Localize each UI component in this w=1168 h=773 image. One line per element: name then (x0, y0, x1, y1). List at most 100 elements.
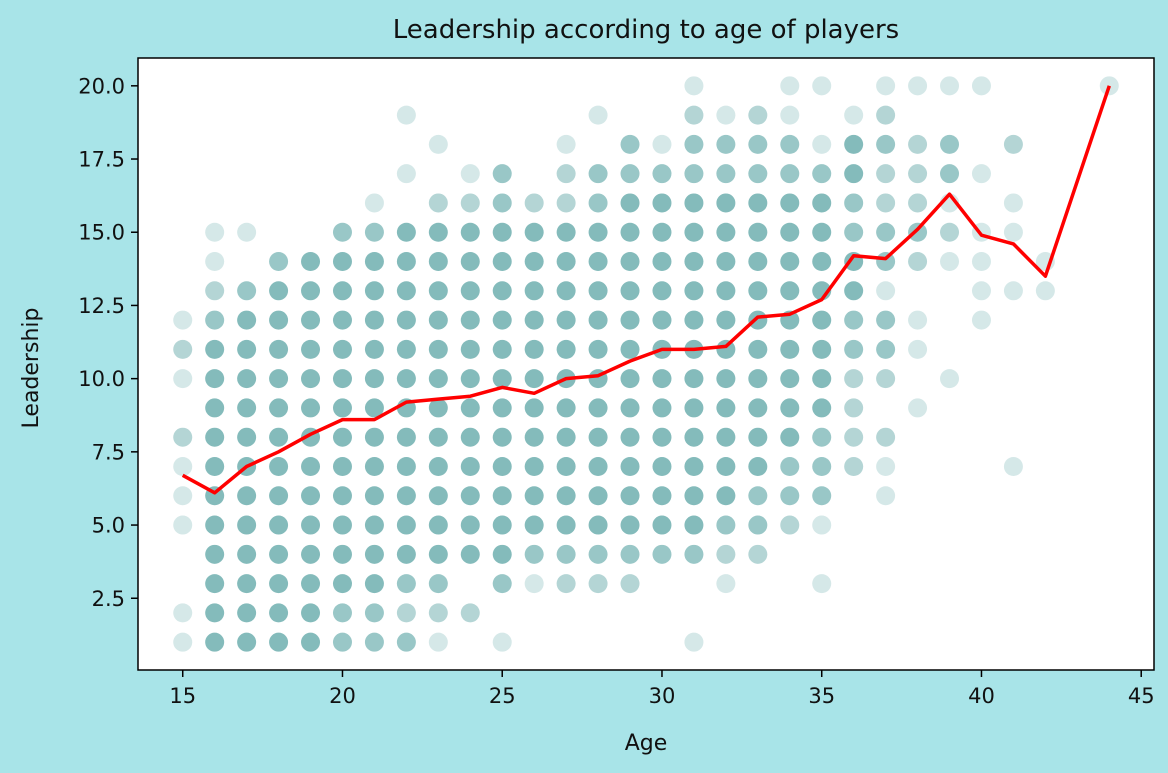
scatter-point (205, 222, 225, 242)
scatter-point (173, 339, 193, 359)
scatter-point (524, 427, 544, 447)
scatter-point (812, 486, 832, 506)
scatter-point (652, 427, 672, 447)
scatter-point (492, 164, 512, 184)
scatter-point (716, 456, 736, 476)
scatter-point (301, 456, 321, 476)
scatter-point (908, 310, 928, 330)
scatter-point (524, 222, 544, 242)
scatter-point (620, 456, 640, 476)
scatter-point (748, 486, 768, 506)
scatter-point (205, 310, 225, 330)
scatter-point (428, 310, 448, 330)
scatter-point (237, 281, 257, 301)
scatter-point (492, 281, 512, 301)
mean-line-layer (181, 85, 1111, 495)
scatter-point (812, 574, 832, 594)
scatter-point (876, 369, 896, 389)
y-tick-label: 15.0 (78, 221, 125, 245)
x-tick-label: 35 (808, 684, 835, 708)
scatter-point (748, 427, 768, 447)
scatter-point (652, 193, 672, 213)
scatter-point (332, 310, 352, 330)
scatter-point (237, 544, 257, 564)
scatter-point (492, 310, 512, 330)
scatter-point (460, 369, 480, 389)
scatter-point (396, 105, 416, 125)
scatter-point (332, 544, 352, 564)
scatter-point (812, 369, 832, 389)
scatter-point (396, 281, 416, 301)
scatter-point (460, 603, 480, 623)
scatter-point (428, 281, 448, 301)
scatter-point (908, 398, 928, 418)
y-tick-label: 7.5 (92, 440, 125, 464)
scatter-point (332, 369, 352, 389)
scatter-point (716, 222, 736, 242)
scatter-point (780, 339, 800, 359)
scatter-point (684, 281, 704, 301)
scatter-point (460, 252, 480, 272)
scatter-point (364, 222, 384, 242)
scatter-point (396, 222, 416, 242)
scatter-point (556, 222, 576, 242)
scatter-point (812, 427, 832, 447)
scatter-point (716, 252, 736, 272)
scatter-point (301, 486, 321, 506)
scatter-point (492, 574, 512, 594)
x-axis-label: Age (625, 731, 668, 756)
scatter-point (716, 369, 736, 389)
scatter-point (460, 398, 480, 418)
scatter-point (812, 76, 832, 96)
scatter-point (748, 515, 768, 535)
scatter-point (205, 369, 225, 389)
scatter-point (460, 544, 480, 564)
scatter-point (620, 164, 640, 184)
x-tick-label: 40 (968, 684, 995, 708)
scatter-point (269, 339, 289, 359)
scatter-points (173, 76, 1119, 652)
mean-leadership-line (181, 85, 1111, 495)
scatter-point (748, 252, 768, 272)
scatter-point (1003, 222, 1023, 242)
scatter-point (332, 603, 352, 623)
scatter-point (301, 632, 321, 652)
scatter-point (780, 427, 800, 447)
scatter-point (301, 281, 321, 301)
y-axis: 2.5 5.0 7.5 10.0 12.5 15.0 17.5 20.0 (78, 74, 138, 611)
scatter-point (237, 632, 257, 652)
scatter-point (332, 252, 352, 272)
scatter-point (844, 281, 864, 301)
scatter-point (812, 252, 832, 272)
scatter-point (748, 310, 768, 330)
scatter-point (396, 369, 416, 389)
scatter-point (524, 310, 544, 330)
scatter-point (876, 105, 896, 125)
scatter-point (396, 339, 416, 359)
scatter-point (524, 369, 544, 389)
scatter-point (684, 544, 704, 564)
plot-area (138, 58, 1154, 670)
scatter-point (812, 398, 832, 418)
scatter-point (460, 486, 480, 506)
scatter-point (684, 398, 704, 418)
scatter-point (876, 486, 896, 506)
scatter-point (428, 515, 448, 535)
scatter-point (428, 427, 448, 447)
x-tick-label: 30 (649, 684, 676, 708)
scatter-point (908, 252, 928, 272)
scatter-point (844, 134, 864, 154)
scatter-point (301, 369, 321, 389)
scatter-point (301, 574, 321, 594)
scatter-point (556, 515, 576, 535)
scatter-point (748, 134, 768, 154)
scatter-point (780, 281, 800, 301)
scatter-point (364, 398, 384, 418)
scatter-point (812, 193, 832, 213)
scatter-point (748, 105, 768, 125)
scatter-point (908, 164, 928, 184)
scatter-point (428, 574, 448, 594)
scatter-point (205, 427, 225, 447)
scatter-point (396, 164, 416, 184)
scatter-point (876, 339, 896, 359)
